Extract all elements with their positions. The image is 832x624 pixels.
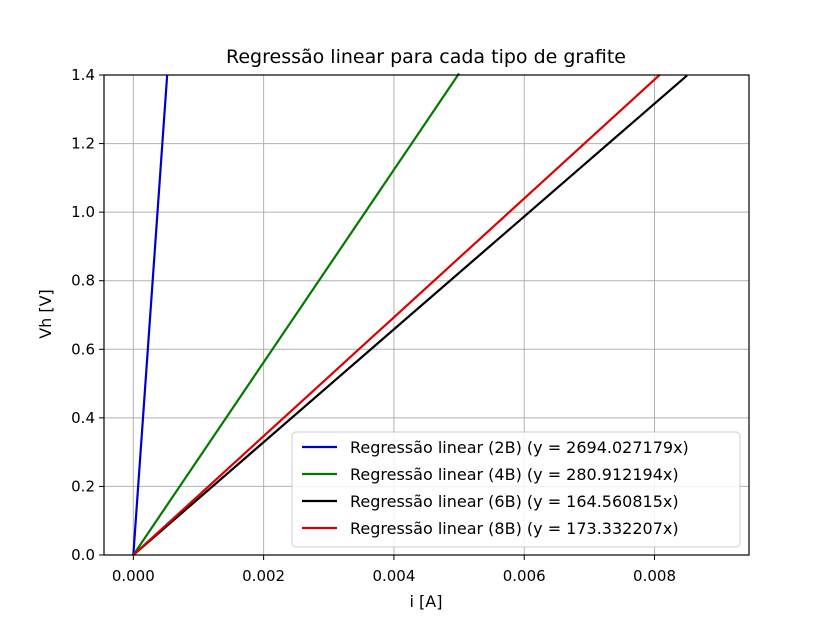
y-tick-label: 0.0 — [71, 546, 95, 564]
plot-frame — [103, 74, 750, 556]
y-tick-label: 0.8 — [71, 272, 95, 290]
series-line-3 — [132, 74, 688, 556]
y-tick-label: 1.2 — [71, 135, 95, 153]
legend-label-1: Regressão linear (2B) (y = 2694.027179x) — [350, 438, 689, 457]
legend-label-3: Regressão linear (6B) (y = 164.560815x) — [350, 492, 679, 511]
y-tick-label: 1.4 — [71, 66, 95, 84]
series-line-1 — [132, 74, 169, 556]
series-line-4 — [132, 74, 661, 556]
legend-label-4: Regressão linear (8B) (y = 173.332207x) — [350, 519, 679, 538]
x-tick-label: 0.006 — [503, 567, 546, 585]
y-tick-label: 0.4 — [71, 409, 95, 427]
y-axis-label: Vh [V] — [36, 289, 55, 339]
x-axis: 0.000 0.002 0.004 0.006 0.008 — [112, 555, 676, 585]
legend-label-2: Regressão linear (4B) (y = 280.912194x) — [350, 465, 679, 484]
legend: Regressão linear (2B) (y = 2694.027179x)… — [291, 431, 741, 548]
x-tick-label: 0.000 — [112, 567, 155, 585]
x-tick-label: 0.004 — [372, 567, 415, 585]
series-line-2 — [132, 72, 460, 556]
y-tick-label: 1.0 — [71, 203, 95, 221]
y-axis: 0.0 0.2 0.4 0.6 0.8 1.0 1.2 1.4 — [71, 66, 104, 564]
series-layer — [132, 72, 688, 556]
y-tick-label: 0.6 — [71, 340, 95, 358]
chart-title: Regressão linear para cada tipo de grafi… — [226, 46, 626, 68]
x-tick-label: 0.002 — [242, 567, 285, 585]
y-tick-label: 0.2 — [71, 477, 95, 495]
x-tick-label: 0.008 — [633, 567, 676, 585]
legend-box — [291, 431, 741, 548]
x-axis-label: i [A] — [410, 592, 443, 611]
